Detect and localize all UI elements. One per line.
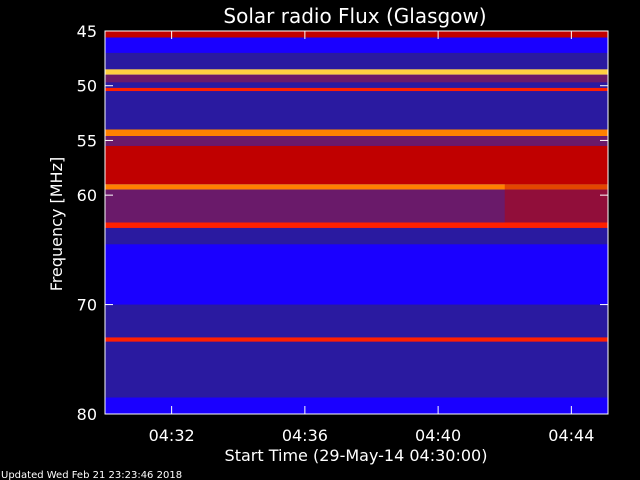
frequency-band-18 [105, 341, 608, 398]
frequency-band-3 [105, 69, 608, 75]
x-tick-label: 04:32 [149, 426, 195, 445]
frequency-band-4 [105, 74, 608, 83]
y-tick-label: 80 [77, 405, 97, 424]
frequency-band-5 [105, 82, 608, 88]
frequency-band-19 [105, 397, 608, 414]
frequency-band-9 [105, 136, 608, 146]
x-tick-label: 04:40 [415, 426, 461, 445]
frequency-band-1 [105, 37, 608, 53]
frequency-band-2 [105, 52, 608, 70]
chart-title: Solar radio Flux (Glasgow) [223, 4, 486, 28]
frequency-band-12 [105, 189, 608, 223]
updated-timestamp: Updated Wed Feb 21 23:23:46 2018 [1, 470, 182, 480]
frequency-band-16 [105, 304, 608, 338]
y-tick-label: 60 [77, 186, 97, 205]
x-tick-label: 04:44 [548, 426, 594, 445]
y-axis-ticks: 45 50 55 60 70 80 [77, 22, 608, 424]
y-axis-label: Frequency [MHz] [47, 157, 66, 291]
plot-frame [104, 30, 609, 415]
frequency-band-7 [105, 91, 608, 130]
frequency-band-6 [105, 87, 608, 92]
y-tick-label: 55 [77, 131, 97, 150]
enhanced-emission-region [504, 145, 608, 223]
frequency-band-15 [105, 244, 608, 305]
x-axis-ticks: 04:32 04:36 04:40 04:44 [149, 31, 594, 445]
frequency-band-13 [105, 222, 608, 228]
frequency-band-17 [105, 337, 608, 342]
frequency-band-14 [105, 227, 608, 245]
x-axis-label: Start Time (29-May-14 04:30:00) [225, 446, 488, 465]
frequency-band-10 [105, 145, 608, 185]
y-tick-label: 50 [77, 77, 97, 96]
x-tick-label: 04:36 [282, 426, 328, 445]
frequency-band-11 [105, 184, 608, 190]
frequency-bands [105, 31, 608, 414]
y-tick-label: 70 [77, 296, 97, 315]
spectrogram-plot-area [104, 30, 609, 415]
y-tick-label: 45 [77, 22, 97, 41]
frequency-band-0 [105, 31, 608, 38]
frequency-band-8 [105, 129, 608, 137]
